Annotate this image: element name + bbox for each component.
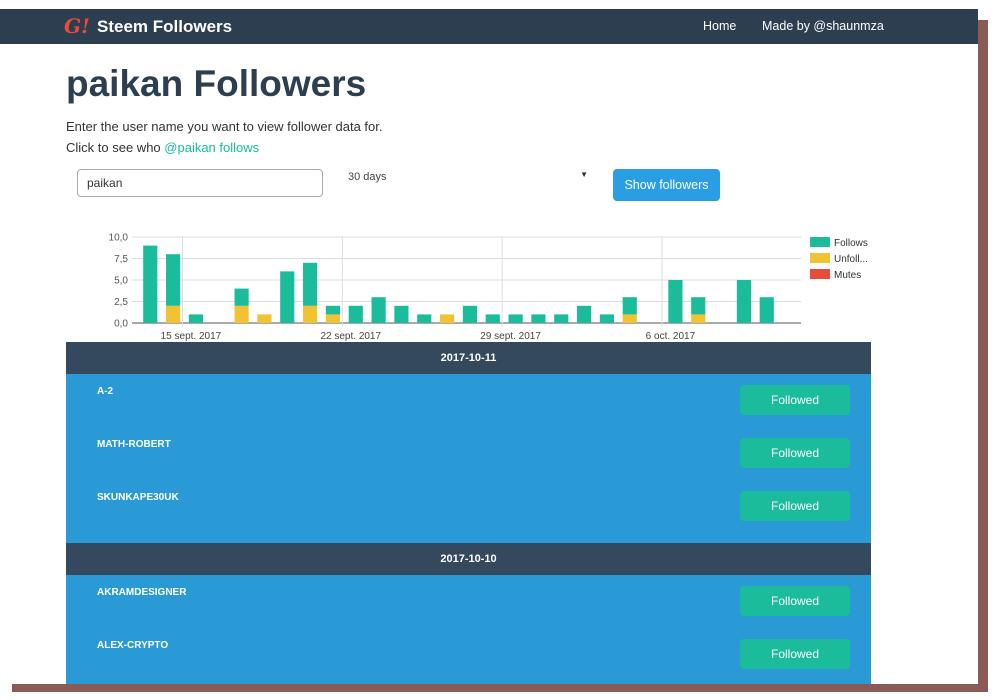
bar-follows bbox=[691, 297, 706, 315]
bar-follows bbox=[280, 271, 295, 323]
bar-follows bbox=[508, 314, 523, 323]
bar-unfoll bbox=[166, 305, 181, 323]
bar-unfoll bbox=[257, 314, 272, 323]
follower-row: SKUNKAPE30UK Followed bbox=[66, 480, 871, 533]
y-tick-label: 0,0 bbox=[114, 319, 128, 330]
page-title: paikan Followers bbox=[66, 63, 367, 104]
followed-badge: Followed bbox=[740, 438, 850, 468]
legend-swatch bbox=[810, 253, 830, 263]
bar-follows bbox=[668, 280, 683, 323]
brand-logo-icon[interactable]: G! bbox=[64, 14, 90, 38]
navbar: G! Steem Followers Home Made by @shaunmz… bbox=[0, 9, 978, 44]
follower-name[interactable]: SKUNKAPE30UK bbox=[97, 492, 179, 503]
bar-follows bbox=[599, 314, 614, 323]
followed-badge: Followed bbox=[740, 491, 850, 521]
bar-follows bbox=[394, 305, 409, 323]
bar-follows bbox=[531, 314, 546, 323]
x-tick-label: 6 oct. 2017 bbox=[646, 331, 696, 342]
follower-group: AKRAMDESIGNER Followed ALEX-CRYPTO Followed bbox=[66, 575, 871, 684]
bar-follows bbox=[736, 280, 751, 323]
bar-unfoll bbox=[691, 314, 706, 323]
legend-label: Unfoll... bbox=[834, 254, 868, 265]
followed-badge: Followed bbox=[740, 586, 850, 616]
legend-label: Follows bbox=[834, 238, 868, 249]
intro-text: Enter the user name you want to view fol… bbox=[66, 119, 383, 134]
y-tick-label: 5,0 bbox=[114, 276, 128, 287]
date-header: 2017-10-10 bbox=[66, 543, 871, 575]
bar-follows bbox=[462, 305, 478, 323]
username-input[interactable] bbox=[77, 169, 323, 197]
follows-link[interactable]: @paikan follows bbox=[164, 140, 260, 155]
followed-badge: Followed bbox=[740, 639, 850, 669]
follower-name[interactable]: ALEX-CRYPTO bbox=[97, 640, 169, 651]
bar-follows bbox=[417, 314, 432, 323]
days-select-value: 30 days bbox=[348, 171, 387, 183]
follows-line: Click to see who @paikan follows bbox=[66, 140, 259, 155]
bar-unfoll bbox=[234, 305, 249, 323]
x-tick-label: 15 sept. 2017 bbox=[161, 331, 222, 342]
follower-list: 2017-10-11 A-2 Followed MATH-ROBERT Followed… bbox=[66, 342, 871, 684]
follower-row: A-2 Followed bbox=[66, 374, 871, 427]
bar-follows bbox=[371, 297, 386, 323]
follower-row: ALEX-CRYPTO Followed bbox=[66, 628, 871, 681]
follower-group: A-2 Followed MATH-ROBERT Followed SKUNKAPE30… bbox=[66, 374, 871, 543]
date-header: 2017-10-11 bbox=[66, 342, 871, 374]
days-select[interactable]: 30 days ▼ bbox=[340, 169, 592, 193]
follower-name[interactable]: A-2 bbox=[97, 386, 114, 397]
follower-row: AKRAMDESIGNER Followed bbox=[66, 575, 871, 628]
show-followers-button[interactable]: Show followers bbox=[613, 169, 720, 201]
follower-row: MATH-ROBERT Followed bbox=[66, 427, 871, 480]
bar-follows bbox=[759, 297, 774, 323]
x-tick-label: 22 sept. 2017 bbox=[320, 331, 381, 342]
follower-name[interactable]: AKRAMDESIGNER bbox=[97, 587, 187, 598]
browser-page: G! Steem Followers Home Made by @shaunmz… bbox=[0, 9, 978, 684]
brand-title[interactable]: Steem Followers bbox=[97, 17, 233, 36]
bar-follows bbox=[485, 314, 500, 323]
y-tick-label: 2,5 bbox=[114, 297, 128, 308]
bar-follows bbox=[622, 297, 637, 315]
nav-home-link[interactable]: Home bbox=[703, 19, 737, 33]
bar-unfoll bbox=[622, 314, 637, 323]
legend-label: Mutes bbox=[834, 270, 861, 281]
y-tick-label: 7,5 bbox=[114, 254, 128, 265]
bar-follows bbox=[554, 314, 569, 323]
followed-badge: Followed bbox=[740, 385, 850, 415]
bar-unfoll bbox=[325, 314, 341, 323]
bar-follows bbox=[143, 245, 158, 323]
follows-prefix: Click to see who bbox=[66, 140, 161, 155]
y-tick-label: 10,0 bbox=[109, 233, 129, 244]
bar-follows bbox=[325, 305, 341, 315]
nav-made-by-link[interactable]: Made by @shaunmza bbox=[762, 19, 884, 33]
caret-down-icon: ▼ bbox=[580, 170, 588, 179]
bar-unfoll bbox=[440, 314, 455, 323]
bar-follows bbox=[577, 305, 592, 323]
x-tick-label: 29 sept. 2017 bbox=[480, 331, 541, 342]
bar-follows bbox=[303, 262, 318, 306]
bar-unfoll bbox=[303, 305, 318, 323]
bar-follows bbox=[348, 305, 363, 323]
follower-name[interactable]: MATH-ROBERT bbox=[97, 439, 171, 450]
legend-swatch bbox=[810, 269, 830, 279]
followers-chart: 10,0 7,5 5,0 2,5 0,0 15 sept. 2017 22 sept. 20… bbox=[109, 233, 868, 343]
bar-follows bbox=[188, 314, 204, 323]
legend-swatch bbox=[810, 237, 830, 247]
bar-follows bbox=[234, 288, 249, 306]
bar-follows bbox=[166, 254, 181, 306]
